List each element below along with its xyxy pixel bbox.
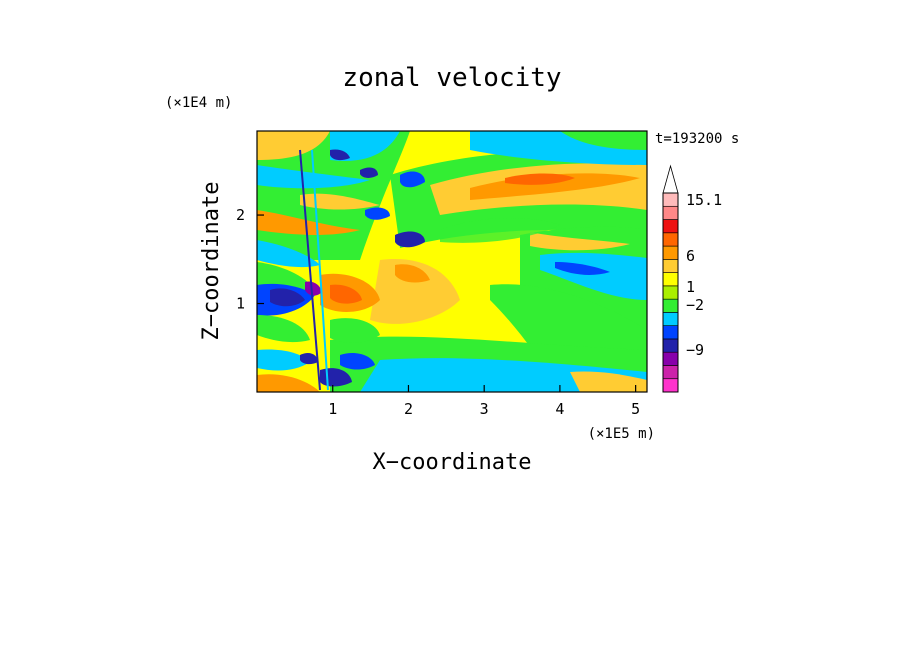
y-axis-ticks: 12 <box>236 206 264 313</box>
contour-region <box>330 149 350 161</box>
plot-area <box>256 130 648 393</box>
contour-region <box>570 371 647 392</box>
colorbar-bin <box>662 378 679 393</box>
colorbar-bin <box>662 232 679 247</box>
colorbar-bin <box>662 365 679 380</box>
contour-region <box>330 318 380 343</box>
colorbar-label: 1 <box>686 278 695 296</box>
colorbar: 15.1 6 1−2 −9 <box>662 164 722 393</box>
contour-region <box>305 281 322 296</box>
time-label: t=193200 s <box>655 131 739 147</box>
colorbar-bin <box>662 312 679 326</box>
chart-title: zonal velocity <box>342 63 561 93</box>
x-tick-label: 3 <box>480 400 489 418</box>
contour-region <box>395 264 430 283</box>
colorbar-bin <box>662 259 679 273</box>
contour-region <box>300 352 318 365</box>
x-unit-label: (×1E5 m) <box>588 426 655 442</box>
colorbar-bin <box>662 192 679 207</box>
contour-line <box>299 149 321 391</box>
colorbar-arrow <box>662 164 679 194</box>
contour-region <box>300 193 380 210</box>
contour-region <box>440 218 560 243</box>
x-axis-ticks: 1 2 3 4 5 <box>328 385 640 418</box>
contour-region <box>340 353 375 370</box>
colorbar-bin <box>662 272 679 287</box>
contour-region <box>400 171 425 188</box>
contour-region <box>257 374 320 392</box>
contour-region <box>330 131 400 161</box>
y-unit-label: (×1E4 m) <box>165 95 232 111</box>
contour-region <box>395 231 425 248</box>
colorbar-bin <box>662 298 679 313</box>
contour-region <box>370 259 460 324</box>
colorbar-frame <box>662 192 679 393</box>
colorbar-bin <box>662 325 679 340</box>
contour-region <box>330 284 362 304</box>
plot-frame <box>256 130 648 393</box>
y-axis-label: Z−coordinate <box>199 182 224 341</box>
contour-region <box>257 131 330 160</box>
colorbar-label: −9 <box>686 341 704 359</box>
colorbar-bin <box>662 219 679 234</box>
x-tick-label: 2 <box>404 400 413 418</box>
y-tick-label: 1 <box>236 295 245 313</box>
colorbar-label: 6 <box>686 247 695 265</box>
contour-region <box>270 288 305 307</box>
y-tick-label: 2 <box>236 206 245 224</box>
contour-region <box>360 358 647 392</box>
contour-region <box>360 167 378 178</box>
colorbar-bin <box>662 338 679 353</box>
colorbar-bin <box>662 205 679 220</box>
contour-region <box>365 207 390 220</box>
contour-region <box>257 315 310 343</box>
contour-fill <box>257 131 647 392</box>
colorbar-bin <box>662 351 679 366</box>
colorbar-bin <box>662 245 679 260</box>
x-tick-label: 1 <box>328 400 337 418</box>
x-tick-label: 4 <box>555 400 564 418</box>
contour-line <box>311 149 329 391</box>
colorbar-bin <box>662 285 679 300</box>
contour-region <box>257 210 360 235</box>
contour-region <box>470 131 647 165</box>
contour-region <box>257 349 310 371</box>
x-axis-label: X−coordinate <box>373 450 532 475</box>
contour-region <box>530 232 630 251</box>
colorbar-label: 15.1 <box>686 191 722 209</box>
contour-region <box>505 173 575 185</box>
contour-region <box>257 240 320 268</box>
contour-region <box>555 262 610 275</box>
x-tick-label: 5 <box>631 400 640 418</box>
colorbar-label: −2 <box>686 296 704 314</box>
